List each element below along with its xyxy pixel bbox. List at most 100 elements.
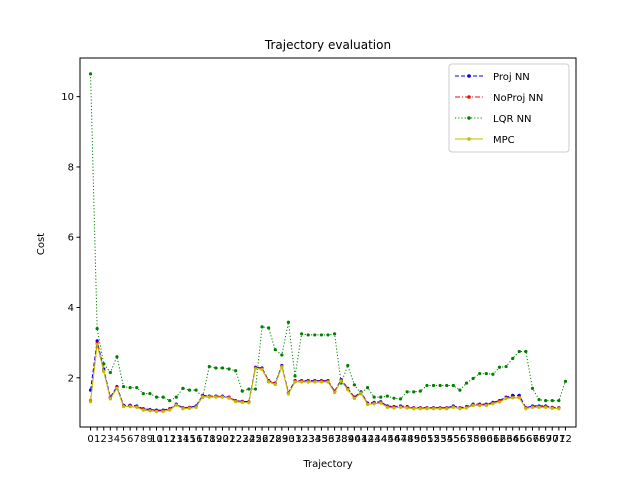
data-point <box>478 371 482 376</box>
x-tick-label: 35 <box>315 434 328 445</box>
x-tick-label: 58 <box>467 434 480 445</box>
x-tick-label: 13 <box>170 434 183 445</box>
legend-box <box>448 63 570 153</box>
data-point <box>181 386 185 390</box>
data-point <box>154 409 159 414</box>
data-point <box>135 405 139 409</box>
x-tick-label: 0 <box>87 434 93 445</box>
data-point <box>365 402 370 407</box>
data-point <box>306 333 310 337</box>
x-tick-label: 48 <box>401 434 414 445</box>
data-point <box>88 400 93 404</box>
x-tick-label: 50 <box>414 434 427 445</box>
data-point <box>332 390 337 395</box>
x-tick-label: 65 <box>513 434 526 445</box>
data-point <box>464 406 469 410</box>
data-point <box>280 365 284 369</box>
data-point <box>300 332 304 336</box>
x-tick-label: 46 <box>388 434 401 445</box>
x-tick-label: 42 <box>361 434 374 445</box>
x-tick-label: 20 <box>216 434 229 445</box>
x-tick-label: 51 <box>421 434 434 445</box>
data-point <box>339 379 343 383</box>
x-tick-label: 27 <box>262 434 275 445</box>
data-point <box>537 397 541 402</box>
data-point <box>418 389 422 393</box>
legend: Proj NN NoProj NN LQR NN MPC <box>448 63 570 153</box>
data-point <box>240 389 244 393</box>
x-tick-label: 47 <box>394 434 407 445</box>
data-point <box>260 367 264 371</box>
data-point <box>425 383 429 388</box>
x-tick-label: 21 <box>223 434 236 445</box>
x-tick-label: 36 <box>322 434 335 445</box>
data-point <box>128 405 132 409</box>
x-tick-label: 55 <box>447 434 460 445</box>
x-tick-label: 60 <box>480 434 493 445</box>
x-tick-label: 53 <box>434 434 447 445</box>
data-point <box>517 349 521 354</box>
data-point <box>372 402 376 406</box>
data-point <box>194 405 198 409</box>
data-point <box>319 380 324 384</box>
data-point <box>102 369 106 374</box>
data-point <box>511 396 515 400</box>
x-tick-label: 22 <box>229 434 242 445</box>
data-point <box>300 380 304 384</box>
x-tick-label: 39 <box>341 434 354 445</box>
x-tick-label: 69 <box>539 434 552 445</box>
legend-label: MPC <box>493 135 515 146</box>
data-point <box>398 405 403 409</box>
x-tick-label: 57 <box>460 434 473 445</box>
x-tick-label: 3 <box>107 434 113 445</box>
data-point <box>174 403 178 407</box>
data-point <box>497 365 502 369</box>
data-point <box>187 388 192 392</box>
data-point <box>484 371 488 376</box>
x-tick-label: 54 <box>440 434 453 445</box>
x-tick-label: 68 <box>533 434 546 445</box>
x-tick-label: 4 <box>114 434 120 445</box>
data-point <box>253 367 258 371</box>
data-point <box>385 405 389 409</box>
legend-entry: LQR NN <box>455 114 532 125</box>
data-point <box>524 349 528 354</box>
data-point <box>451 405 455 409</box>
x-tick-label: 34 <box>308 434 321 445</box>
data-point <box>491 372 495 376</box>
data-point <box>174 395 178 399</box>
x-tick-label: 31 <box>289 434 302 445</box>
data-point <box>332 332 337 336</box>
y-tick-label: 6 <box>68 233 74 244</box>
data-point <box>405 390 409 394</box>
legend-swatch-marker <box>467 95 471 99</box>
data-point <box>220 395 225 399</box>
data-point <box>471 403 475 408</box>
data-point <box>445 383 449 388</box>
data-point <box>214 395 218 399</box>
data-point <box>135 386 139 390</box>
data-point <box>372 395 376 399</box>
data-point <box>280 353 284 357</box>
data-point <box>207 364 211 369</box>
data-point <box>187 406 192 410</box>
data-point <box>464 381 469 385</box>
x-tick-label: 19 <box>210 434 223 445</box>
data-point <box>293 380 297 384</box>
data-point <box>359 391 363 395</box>
x-tick-label: 72 <box>559 434 572 445</box>
data-point <box>168 408 172 412</box>
x-tick-label: 11 <box>157 434 170 445</box>
data-point <box>148 409 152 413</box>
data-point <box>306 380 310 384</box>
data-point <box>557 407 561 411</box>
data-point <box>95 327 99 331</box>
data-point <box>530 386 535 390</box>
data-point <box>102 362 106 366</box>
data-point <box>161 395 165 399</box>
data-point <box>115 386 119 390</box>
data-point <box>108 370 112 375</box>
x-tick-label: 40 <box>348 434 361 445</box>
data-point <box>431 407 436 411</box>
